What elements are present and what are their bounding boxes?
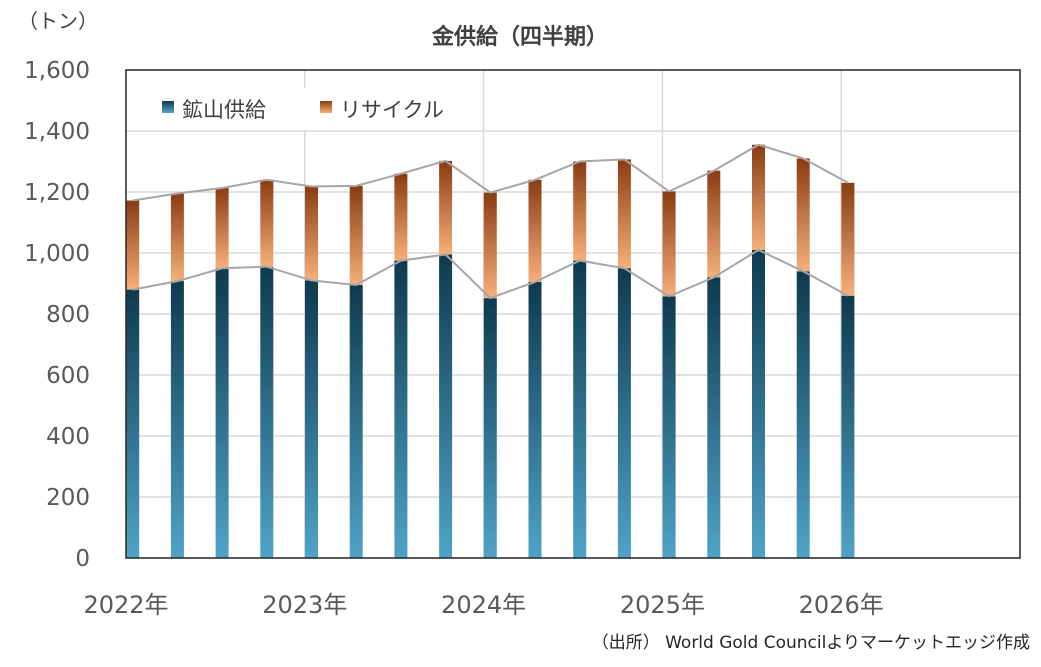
x-axis-ticks: 2022年 2023年 2024年 2025年 2026年 <box>83 591 883 619</box>
bar-recycling <box>796 158 810 272</box>
bar-recycling <box>305 186 319 281</box>
bar-recycling <box>349 185 363 286</box>
legend-swatch-mine <box>162 101 174 113</box>
bar-mine-supply <box>260 266 274 558</box>
bar-recycling <box>617 159 631 269</box>
bar-recycling <box>573 161 587 261</box>
bar-recycling <box>483 192 497 299</box>
bar-mine-supply <box>439 254 453 558</box>
bar-recycling <box>752 144 766 250</box>
chart-title: 金供給（四半期） <box>431 24 608 50</box>
x-tick-label: 2022年 <box>83 591 168 619</box>
x-tick-label: 2024年 <box>441 591 526 619</box>
y-tick-label: 1,000 <box>24 241 90 267</box>
bar-mine-supply <box>394 260 408 558</box>
bar-mine-supply <box>573 260 587 558</box>
bar-mine-supply <box>483 298 497 558</box>
bar-mine-supply <box>126 289 140 558</box>
bar-recycling <box>126 200 140 290</box>
bar-mine-supply <box>841 295 855 558</box>
source-note: （出所） World Gold Councilよりマーケットエッジ作成 <box>592 633 1030 653</box>
legend-label-recycle: リサイクル <box>340 98 444 122</box>
connector-mine-supply <box>132 248 849 300</box>
y-tick-label: 200 <box>46 485 90 511</box>
y-tick-label: 1,400 <box>24 119 90 145</box>
series-connectors <box>132 143 849 300</box>
y-axis-unit: （トン） <box>18 9 98 33</box>
bar-mine-supply <box>170 281 184 558</box>
bar-recycling <box>394 173 408 261</box>
bar-recycling <box>707 170 721 278</box>
bar-mine-supply <box>796 271 810 558</box>
y-tick-label: 1,600 <box>24 58 90 84</box>
bar-recycling <box>662 191 676 297</box>
bar-recycling <box>841 182 855 296</box>
bar-mine-supply <box>707 277 721 558</box>
x-tick-label: 2026年 <box>799 591 884 619</box>
bar-recycling <box>439 160 453 255</box>
bar-mine-supply <box>305 280 319 558</box>
bar-mine-supply <box>752 249 766 558</box>
y-tick-label: 1,200 <box>24 180 90 206</box>
bar-mine-supply <box>528 281 542 558</box>
connector-total <box>132 143 849 202</box>
bar-mine-supply <box>349 285 363 558</box>
x-tick-label: 2025年 <box>620 591 705 619</box>
bar-mine-supply <box>215 268 229 558</box>
bars <box>126 144 855 558</box>
bar-mine-supply <box>617 268 631 558</box>
legend: 鉱山供給 リサイクル <box>150 88 460 130</box>
x-tick-label: 2023年 <box>262 591 347 619</box>
bar-recycling <box>215 188 229 269</box>
y-tick-label: 0 <box>75 546 90 572</box>
legend-swatch-recycle <box>320 101 332 113</box>
bar-recycling <box>260 179 274 267</box>
bar-mine-supply <box>662 296 676 558</box>
legend-background <box>150 88 460 130</box>
gridlines <box>126 69 1020 559</box>
y-tick-label: 400 <box>46 424 90 450</box>
bar-recycling <box>170 193 184 282</box>
y-tick-label: 800 <box>46 302 90 328</box>
bar-recycling <box>528 179 542 282</box>
y-axis-ticks: 0 200 400 600 800 1,000 1,200 1,400 1,600 <box>24 58 90 572</box>
legend-label-mine: 鉱山供給 <box>182 98 266 122</box>
y-tick-label: 600 <box>46 363 90 389</box>
plot-area-frame <box>125 69 1021 559</box>
